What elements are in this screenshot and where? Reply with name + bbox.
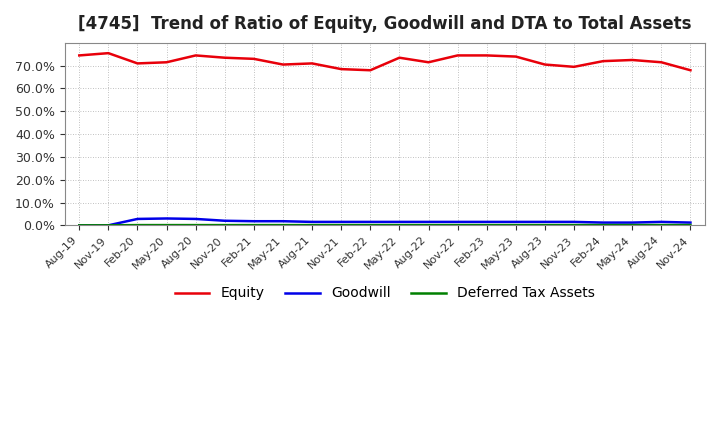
Deferred Tax Assets xyxy=(133,223,142,228)
Equity xyxy=(75,53,84,58)
Equity xyxy=(424,60,433,65)
Deferred Tax Assets xyxy=(686,223,695,228)
Goodwill xyxy=(599,220,608,225)
Deferred Tax Assets xyxy=(599,223,608,228)
Equity xyxy=(133,61,142,66)
Goodwill xyxy=(424,219,433,224)
Deferred Tax Assets xyxy=(220,223,229,228)
Goodwill xyxy=(395,219,404,224)
Equity xyxy=(686,68,695,73)
Goodwill xyxy=(482,219,491,224)
Goodwill xyxy=(104,223,113,228)
Deferred Tax Assets xyxy=(511,223,520,228)
Deferred Tax Assets xyxy=(628,223,636,228)
Goodwill xyxy=(366,219,374,224)
Equity xyxy=(599,59,608,64)
Deferred Tax Assets xyxy=(366,223,374,228)
Goodwill xyxy=(657,219,666,224)
Equity xyxy=(541,62,549,67)
Equity xyxy=(192,53,200,58)
Equity xyxy=(104,51,113,56)
Equity xyxy=(337,66,346,72)
Deferred Tax Assets xyxy=(75,223,84,228)
Deferred Tax Assets xyxy=(162,223,171,228)
Goodwill xyxy=(541,219,549,224)
Goodwill xyxy=(307,219,316,224)
Goodwill xyxy=(75,223,84,228)
Deferred Tax Assets xyxy=(424,223,433,228)
Goodwill xyxy=(570,219,578,224)
Goodwill xyxy=(250,219,258,224)
Equity xyxy=(628,57,636,62)
Line: Goodwill: Goodwill xyxy=(79,219,690,225)
Goodwill xyxy=(454,219,462,224)
Equity xyxy=(657,60,666,65)
Title: [4745]  Trend of Ratio of Equity, Goodwill and DTA to Total Assets: [4745] Trend of Ratio of Equity, Goodwil… xyxy=(78,15,692,33)
Deferred Tax Assets xyxy=(657,223,666,228)
Goodwill xyxy=(220,218,229,224)
Goodwill xyxy=(279,219,287,224)
Deferred Tax Assets xyxy=(570,223,578,228)
Goodwill xyxy=(133,216,142,222)
Equity xyxy=(162,60,171,65)
Legend: Equity, Goodwill, Deferred Tax Assets: Equity, Goodwill, Deferred Tax Assets xyxy=(169,281,600,306)
Deferred Tax Assets xyxy=(250,223,258,228)
Equity xyxy=(220,55,229,60)
Deferred Tax Assets xyxy=(192,223,200,228)
Deferred Tax Assets xyxy=(482,223,491,228)
Goodwill xyxy=(628,220,636,225)
Deferred Tax Assets xyxy=(395,223,404,228)
Goodwill xyxy=(162,216,171,221)
Deferred Tax Assets xyxy=(307,223,316,228)
Deferred Tax Assets xyxy=(454,223,462,228)
Equity xyxy=(570,64,578,70)
Goodwill xyxy=(511,219,520,224)
Equity xyxy=(366,68,374,73)
Goodwill xyxy=(192,216,200,222)
Equity xyxy=(395,55,404,60)
Equity xyxy=(482,53,491,58)
Line: Equity: Equity xyxy=(79,53,690,70)
Equity xyxy=(454,53,462,58)
Deferred Tax Assets xyxy=(541,223,549,228)
Deferred Tax Assets xyxy=(279,223,287,228)
Deferred Tax Assets xyxy=(337,223,346,228)
Equity xyxy=(250,56,258,62)
Equity xyxy=(511,54,520,59)
Goodwill xyxy=(686,220,695,225)
Deferred Tax Assets xyxy=(104,223,113,228)
Goodwill xyxy=(337,219,346,224)
Equity xyxy=(279,62,287,67)
Equity xyxy=(307,61,316,66)
